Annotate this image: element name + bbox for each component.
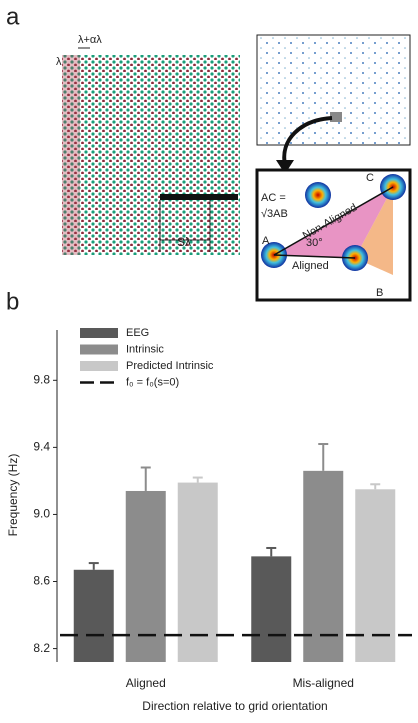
point-label: C — [366, 172, 374, 184]
inset-box — [256, 34, 411, 146]
s-lambda-label: Sλ — [177, 235, 191, 249]
arrow-head — [276, 160, 294, 174]
angle-label: 30° — [306, 237, 323, 249]
x-axis-title: Direction relative to grid orientation — [142, 699, 327, 713]
x-tick-label: Mis-aligned — [293, 676, 354, 690]
lambda-label: λ — [56, 56, 62, 68]
legend-label: EEG — [126, 327, 149, 339]
bar — [355, 489, 396, 662]
legend-label: Intrinsic — [126, 343, 164, 355]
aligned-label: Aligned — [292, 260, 329, 272]
bar — [125, 490, 166, 662]
ac-label: AC = — [261, 192, 286, 204]
edge — [273, 186, 394, 256]
legend-swatch — [80, 361, 118, 371]
lattice — [62, 55, 240, 255]
point-label: A — [262, 235, 270, 247]
y-tick-label: 9.0 — [33, 507, 50, 521]
legend-swatch — [80, 344, 118, 355]
bar — [303, 470, 344, 662]
lattice-edge — [62, 55, 80, 255]
bar — [251, 556, 292, 662]
arrow — [282, 116, 333, 166]
legend-swatch — [80, 328, 118, 338]
legend-label: Predicted Intrinsic — [126, 360, 214, 372]
inset-marker — [330, 112, 342, 122]
ac-label: √3AB — [261, 208, 288, 220]
panel-label: b — [6, 288, 19, 315]
lambda-alpha-label: λ+αλ — [78, 34, 102, 46]
y-tick-label: 9.4 — [33, 440, 50, 454]
legend-label: f₀ = f₀(s=0) — [126, 376, 179, 388]
y-axis-title: Frequency (Hz) — [6, 454, 20, 537]
scale-bar — [160, 194, 238, 200]
field — [305, 182, 331, 208]
edge — [273, 254, 356, 259]
y-tick-label: 8.6 — [33, 574, 50, 588]
point-label: B — [376, 287, 383, 299]
y-tick-label: 8.2 — [33, 641, 50, 655]
x-tick-label: Aligned — [126, 676, 166, 690]
y-tick-label: 9.8 — [33, 372, 50, 386]
panel-label: a — [6, 3, 20, 30]
bar — [177, 482, 218, 662]
bar — [73, 569, 114, 662]
